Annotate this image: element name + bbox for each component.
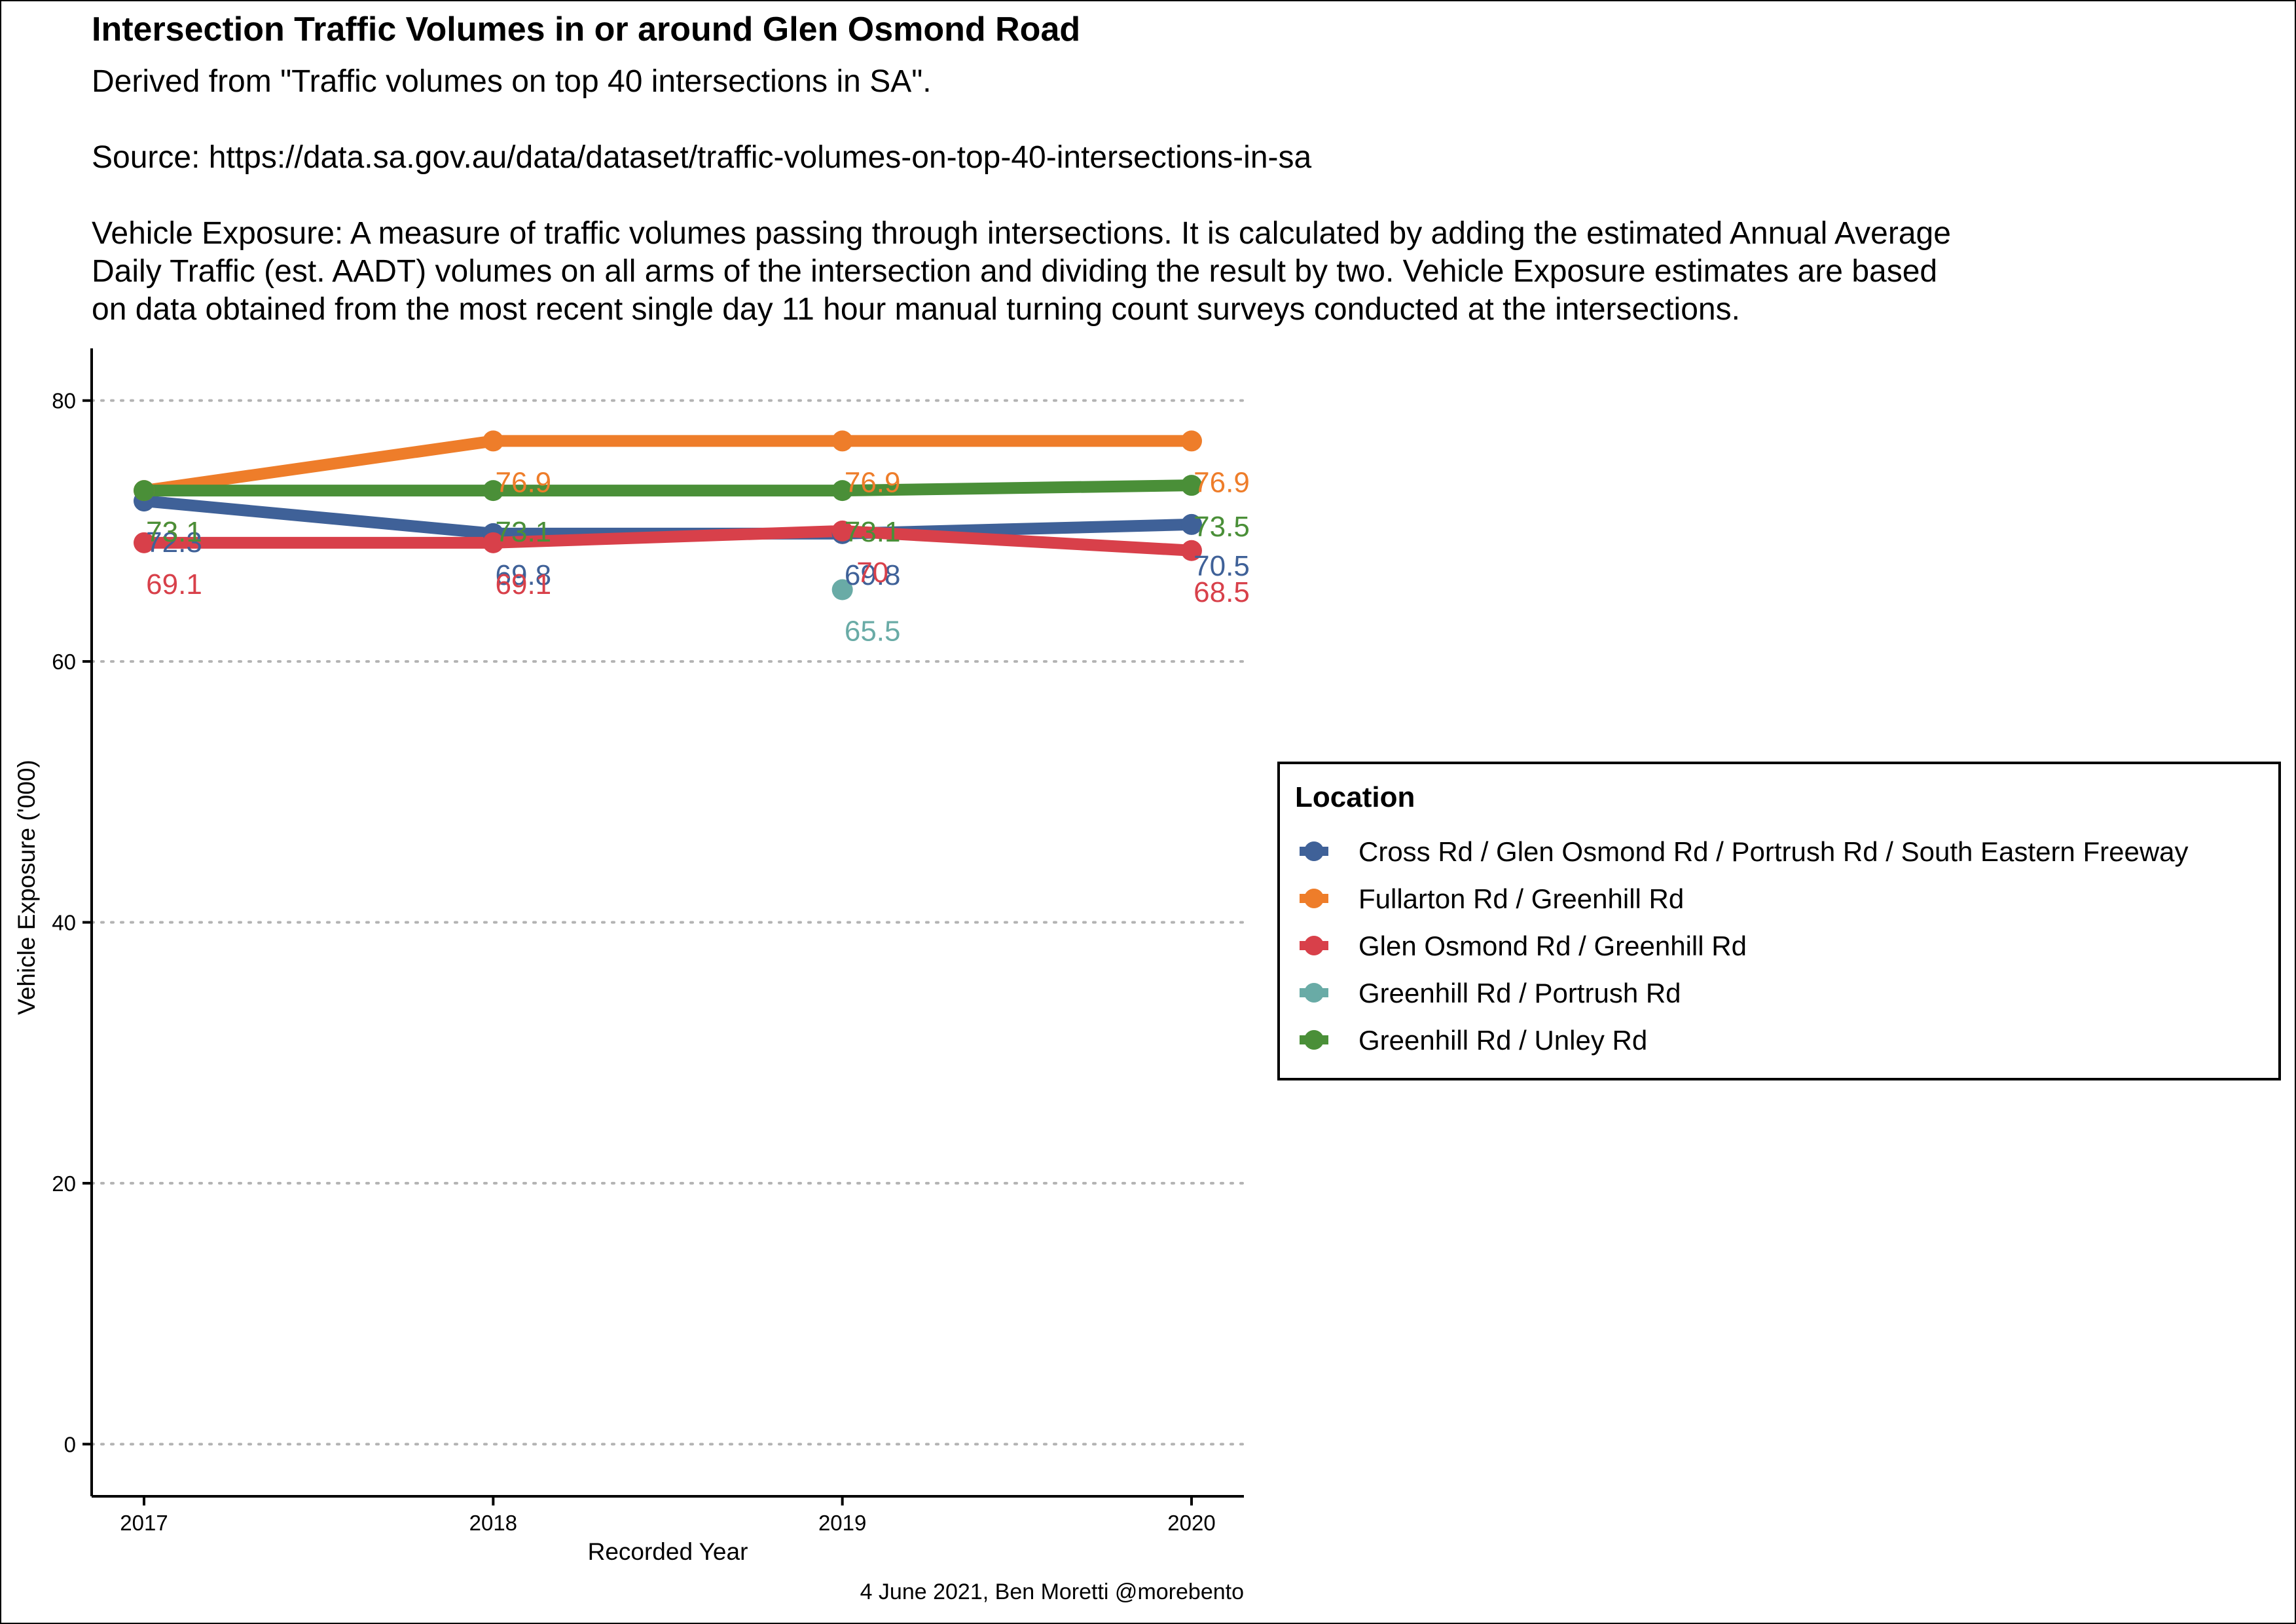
y-axis-title: Vehicle Exposure ('000)	[13, 760, 40, 1015]
x-tick-label: 2020	[1167, 1511, 1215, 1535]
data-label: 65.5	[845, 616, 901, 648]
axes: 0 20 40 60 80 2017 2018 2019 2020	[52, 348, 1244, 1535]
series-line	[144, 479, 1192, 497]
legend-key-point	[1304, 936, 1324, 955]
x-axis-title: Recorded Year	[588, 1538, 748, 1565]
data-point	[134, 532, 155, 553]
legend-label: Fullarton Rd / Greenhill Rd	[1358, 883, 1684, 914]
data-label: 69.8	[845, 559, 901, 591]
legend-box	[1277, 762, 2281, 1080]
data-point	[831, 430, 853, 452]
subtitle-line: Daily Traffic (est. AADT) volumes on all…	[92, 254, 1937, 289]
data-point	[1181, 540, 1202, 561]
legend-key-point	[1304, 889, 1324, 908]
y-tick-label: 0	[64, 1432, 76, 1456]
data-labels: 72.3 69.8 69.8 70.5 73.1 76.9 76.9 76.9 69.1 69.1…	[146, 466, 1250, 647]
data-label: 73.1	[845, 516, 901, 548]
data-label: 76.9	[496, 466, 552, 498]
y-tick-label: 60	[52, 650, 76, 674]
data-label: 73.1	[146, 516, 202, 548]
y-tick-label: 20	[52, 1172, 76, 1196]
series-lines	[143, 435, 1192, 557]
data-point	[831, 480, 853, 502]
data-point	[1181, 475, 1202, 496]
data-points	[134, 430, 1202, 600]
legend-label: Glen Osmond Rd / Greenhill Rd	[1358, 931, 1747, 961]
legend-key-point	[1304, 1030, 1324, 1050]
chart-subtitle: Derived from "Traffic volumes on top 40 …	[92, 64, 1951, 327]
data-label: 73.1	[146, 516, 202, 548]
data-label: 70	[856, 557, 888, 589]
chart-title: Intersection Traffic Volumes in or aroun…	[92, 10, 1080, 48]
data-label: 68.5	[1194, 576, 1250, 608]
data-label: 69.1	[146, 568, 202, 600]
data-point	[134, 480, 155, 502]
y-tick-label: 40	[52, 911, 76, 935]
series-line	[143, 435, 1192, 497]
legend-key-point	[1304, 841, 1324, 861]
data-point	[1181, 513, 1202, 535]
x-tick-label: 2019	[818, 1511, 866, 1535]
legend-label: Greenhill Rd / Unley Rd	[1358, 1025, 1647, 1056]
data-point	[483, 532, 504, 553]
data-label: 73.1	[496, 516, 552, 548]
data-point	[483, 430, 504, 452]
data-label: 72.3	[146, 526, 202, 559]
data-label: 73.5	[1194, 511, 1250, 543]
y-tick-label: 80	[52, 389, 76, 413]
subtitle-line: Source: https://data.sa.gov.au/data/data…	[92, 140, 1311, 175]
data-label: 69.8	[496, 559, 552, 591]
legend-label: Greenhill Rd / Portrush Rd	[1358, 978, 1681, 1008]
legend: Location Cross Rd / Glen Osmond Rd / Por…	[1277, 762, 2281, 1080]
data-label: 76.9	[845, 466, 901, 498]
subtitle-line: on data obtained from the most recent si…	[92, 292, 1740, 327]
data-point	[831, 520, 853, 542]
legend-label: Cross Rd / Glen Osmond Rd / Portrush Rd …	[1358, 836, 2189, 867]
data-point	[483, 480, 504, 502]
x-tick-label: 2017	[120, 1511, 168, 1535]
data-label: 76.9	[1194, 466, 1250, 498]
data-point	[1181, 430, 1202, 452]
subtitle-line: Derived from "Traffic volumes on top 40 …	[92, 64, 932, 99]
subtitle-line: Vehicle Exposure: A measure of traffic v…	[92, 216, 1951, 251]
caption: 4 June 2021, Ben Moretti @morebento	[860, 1579, 1244, 1604]
data-label: 69.1	[496, 568, 552, 600]
legend-title: Location	[1295, 781, 1415, 813]
series-line	[144, 525, 1192, 557]
x-tick-label: 2018	[469, 1511, 517, 1535]
data-point	[831, 579, 853, 600]
data-label: 70.5	[1194, 550, 1250, 582]
legend-key-point	[1304, 983, 1324, 1003]
